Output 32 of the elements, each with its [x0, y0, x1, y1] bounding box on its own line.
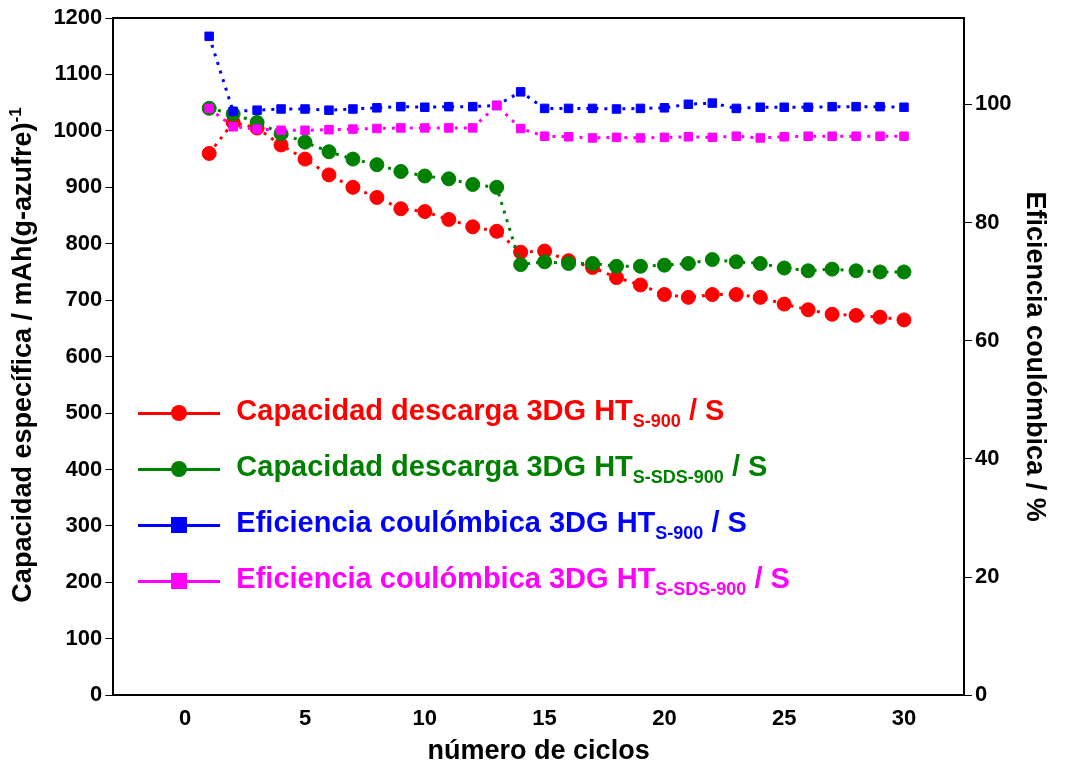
x-tick-label: 25 — [771, 705, 797, 731]
y2-tick-label: 20 — [974, 563, 1000, 589]
y2-tick-label: 0 — [974, 681, 988, 707]
y2-axis-title: Eficiencia coulómbica / % — [1021, 191, 1052, 522]
y2-tick-label: 40 — [974, 444, 1000, 470]
legend-label: Eficiencia coulómbica 3DG HT$_{S-900}$ / S — [236, 505, 747, 544]
legend-label: Eficiencia coulómbica 3DG HT$_{S-SDS-900}$ / S — [236, 561, 790, 600]
y-tick-label: 700 — [65, 286, 103, 312]
y-tick-label: 1100 — [54, 60, 103, 86]
y-tick-label: 1000 — [53, 116, 103, 142]
y2-tick-label: 80 — [974, 208, 1000, 234]
y-tick-label: 900 — [65, 173, 103, 199]
y-tick-label: 400 — [65, 455, 103, 481]
x-tick-label: 20 — [652, 705, 677, 731]
x-tick-label: 0 — [179, 705, 192, 731]
x-tick-label: 15 — [532, 705, 557, 731]
y-tick-label: 800 — [65, 229, 103, 255]
y2-tick-label: 60 — [974, 326, 1000, 352]
y-tick-label: 500 — [65, 399, 103, 425]
y-tick-label: 600 — [65, 342, 103, 368]
y-tick-label: 0 — [90, 681, 103, 707]
y-tick-label: 100 — [65, 624, 103, 650]
x-tick-label: 5 — [298, 705, 312, 731]
y2-tick-label: 100 — [974, 90, 1012, 116]
legend-label: Capacidad descarga 3DG HT$_{S-900}$ / S — [236, 393, 725, 432]
x-axis-title: número de ciclos — [427, 735, 650, 766]
x-tick-label: 10 — [412, 705, 438, 731]
x-tick-label: 30 — [891, 705, 917, 731]
y-tick-label: 200 — [65, 568, 103, 594]
y-tick-label: 300 — [65, 511, 103, 537]
legend-label: Capacidad descarga 3DG HT$_{S-SDS-900}$ / S — [236, 449, 768, 488]
y-tick-label: 1200 — [53, 4, 103, 30]
